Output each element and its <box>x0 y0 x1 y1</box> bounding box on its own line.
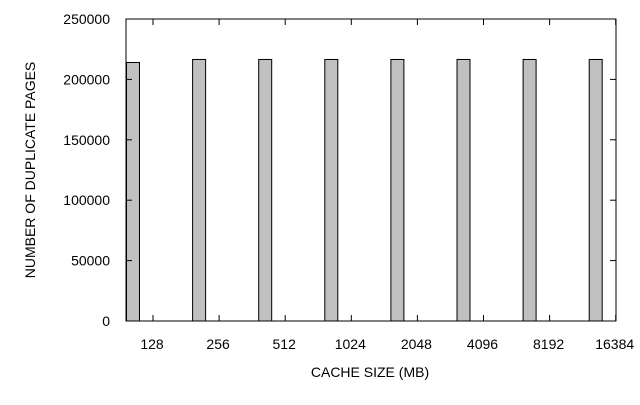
bar-2048 <box>390 58 405 322</box>
y-tick-label: 0 <box>102 313 110 329</box>
x-tick-label-512: 512 <box>273 336 297 352</box>
y-tick-label: 100000 <box>63 192 110 208</box>
x-axis-ticks: 128 256 512 1024 2048 4096 8192 16384 <box>140 19 634 352</box>
bar-16384 <box>588 58 603 322</box>
y-tick-label: 250000 <box>63 11 110 27</box>
x-tick-label-256: 256 <box>206 336 230 352</box>
bar-4096 <box>456 58 471 322</box>
bar-8192 <box>522 58 537 322</box>
x-tick-label-4096: 4096 <box>467 336 498 352</box>
x-tick-label-8192: 8192 <box>533 336 564 352</box>
y-tick-label: 50000 <box>71 253 110 269</box>
bars-group <box>126 58 603 322</box>
bar-512 <box>258 58 273 322</box>
bar-128 <box>126 61 140 322</box>
x-tick-label-16384: 16384 <box>595 336 634 352</box>
y-axis-label: NUMBER OF DUPLICATE PAGES <box>22 62 38 279</box>
x-tick-label-2048: 2048 <box>401 336 432 352</box>
y-axis-ticks: 0 50000 100000 150000 200000 250000 <box>63 11 616 329</box>
x-tick-label-128: 128 <box>140 336 164 352</box>
bar-256 <box>192 58 207 322</box>
y-tick-label: 150000 <box>63 132 110 148</box>
x-tick-label-1024: 1024 <box>335 336 366 352</box>
x-axis-label: CACHE SIZE (MB) <box>311 364 429 380</box>
y-tick-label: 200000 <box>63 71 110 87</box>
bar-1024 <box>324 58 339 322</box>
